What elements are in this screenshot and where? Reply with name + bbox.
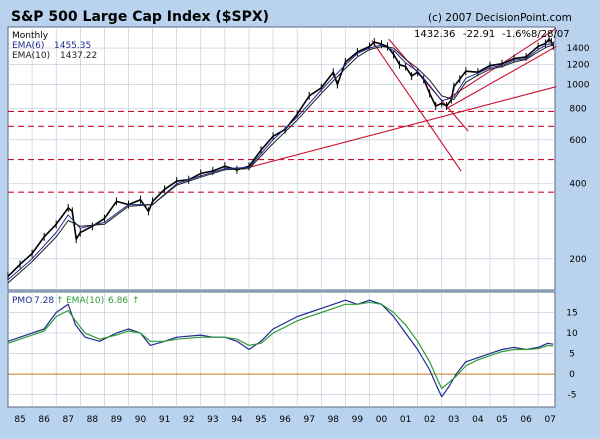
x-tick-label: 06 <box>520 415 532 425</box>
x-tick-label: 00 <box>376 415 388 425</box>
x-tick-label: 07 <box>544 415 555 425</box>
x-tick-label: 93 <box>207 415 218 425</box>
ema10-label: EMA(10) <box>12 51 50 61</box>
trendline <box>371 40 462 172</box>
x-tick-label: 94 <box>231 415 243 425</box>
pmo-ema-value: 6.86 <box>108 296 128 306</box>
price-y-tick-label: 400 <box>569 180 586 190</box>
ema10-line <box>7 44 554 284</box>
quote-change: -22.91 <box>463 29 495 40</box>
trendline <box>446 46 557 110</box>
pmo-ema-up-arrow-icon: ↑ <box>132 296 140 306</box>
x-tick-label: 05 <box>496 415 507 425</box>
ema6-label: EMA(6) <box>12 41 44 51</box>
quote-pct-change: -1.6% <box>502 29 531 40</box>
x-tick-label: 91 <box>159 415 170 425</box>
pmo-ema-label: EMA(10) <box>66 296 104 306</box>
quote-date: 8/28/07 <box>531 29 570 40</box>
x-tick-label: 96 <box>279 415 291 425</box>
quote-last: 1432.36 <box>414 29 455 40</box>
price-y-tick-label: 600 <box>569 136 586 146</box>
period-label: Monthly <box>12 31 49 41</box>
pmo-y-axis: -5 0 5 10 15 <box>566 309 578 401</box>
x-tick-label: 85 <box>14 415 25 425</box>
pmo-up-arrow-icon: ↑ <box>56 296 64 306</box>
x-tick-label: 86 <box>38 415 50 425</box>
chart-title: S&P 500 Large Cap Index ($SPX) <box>11 9 269 25</box>
pmo-y-tick-label: 10 <box>566 329 578 339</box>
x-tick-label: 99 <box>352 415 364 425</box>
ema6-value: 1455.35 <box>54 41 91 51</box>
x-tick-label: 97 <box>303 415 314 425</box>
x-tick-label: 04 <box>472 415 484 425</box>
x-tick-label: 90 <box>135 415 147 425</box>
price-y-tick-label: 800 <box>569 105 586 115</box>
x-axis: 85 86 87 88 89 90 91 92 93 94 95 96 97 98 99 00 01 02 03 04… <box>14 415 556 425</box>
price-y-tick-label: 1400 <box>567 44 590 54</box>
ema6-line <box>7 43 554 281</box>
pmo-value: 7.28 <box>34 296 54 306</box>
trendline <box>248 86 557 168</box>
x-tick-label: 98 <box>328 415 340 425</box>
pmo-label: PMO <box>12 296 32 306</box>
pmo-series <box>7 299 554 398</box>
x-tick-label: 89 <box>111 415 123 425</box>
pmo-ema10-line <box>7 301 554 390</box>
pmo-y-tick-label: 0 <box>569 370 575 380</box>
price-y-tick-label: 1000 <box>567 80 590 90</box>
price-y-tick-label: 1200 <box>567 61 590 71</box>
copyright-text: (c) 2007 DecisionPoint.com <box>428 12 572 24</box>
price-y-axis: 200 400 600 800 1000 1200 1400 <box>567 44 590 265</box>
pmo-y-tick-label: 5 <box>569 350 575 360</box>
price-grid <box>8 27 555 290</box>
ema10-value: 1437.22 <box>60 51 97 61</box>
pmo-grid <box>8 292 555 407</box>
pmo-y-tick-label: -5 <box>568 391 577 401</box>
price-series <box>7 35 555 284</box>
pmo-panel <box>7 291 556 408</box>
x-tick-label: 95 <box>255 415 266 425</box>
x-tick-label: 88 <box>87 415 99 425</box>
price-y-tick-label: 200 <box>569 255 586 265</box>
x-tick-label: 03 <box>448 415 459 425</box>
pmo-y-tick-label: 15 <box>566 309 577 319</box>
x-tick-label: 87 <box>63 415 74 425</box>
x-tick-label: 02 <box>424 415 435 425</box>
trendline <box>388 38 469 132</box>
x-tick-label: 92 <box>183 415 194 425</box>
x-tick-label: 01 <box>400 415 411 425</box>
